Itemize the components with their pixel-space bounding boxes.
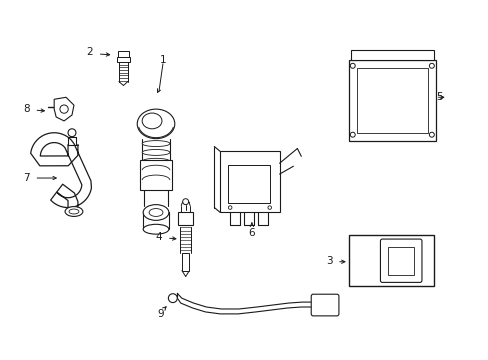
Bar (182, 253, 189, 271)
Text: 8: 8 (23, 104, 30, 114)
Text: 6: 6 (248, 228, 255, 238)
Bar (387, 247, 413, 275)
FancyBboxPatch shape (310, 294, 338, 316)
Circle shape (60, 105, 68, 113)
Ellipse shape (142, 158, 169, 164)
Text: 7: 7 (23, 173, 30, 183)
Ellipse shape (142, 149, 169, 156)
Ellipse shape (65, 207, 82, 216)
Bar (228, 165, 269, 203)
Bar (348, 235, 433, 286)
Circle shape (428, 63, 433, 68)
Circle shape (68, 129, 76, 137)
Text: 1: 1 (159, 55, 166, 65)
Text: 4: 4 (155, 232, 162, 242)
Text: 5: 5 (436, 92, 442, 102)
Ellipse shape (143, 224, 168, 234)
Bar (350, 50, 433, 60)
Bar (117, 57, 129, 62)
Bar (220, 152, 279, 212)
Circle shape (428, 132, 433, 137)
Polygon shape (54, 97, 74, 121)
Circle shape (349, 63, 354, 68)
Text: 2: 2 (86, 47, 93, 57)
Circle shape (349, 132, 354, 137)
Circle shape (183, 199, 188, 204)
Ellipse shape (69, 209, 79, 214)
Ellipse shape (143, 204, 168, 220)
Bar (356, 68, 427, 133)
Text: 3: 3 (325, 256, 332, 266)
Ellipse shape (149, 208, 163, 216)
Bar (178, 212, 193, 225)
Ellipse shape (137, 109, 174, 139)
Ellipse shape (142, 113, 162, 129)
Bar (118, 51, 128, 58)
Ellipse shape (142, 141, 169, 147)
Circle shape (168, 294, 177, 302)
Circle shape (267, 206, 271, 210)
Circle shape (228, 206, 231, 210)
Bar (140, 160, 171, 190)
Bar (348, 60, 435, 141)
FancyBboxPatch shape (380, 239, 421, 282)
Text: 9: 9 (157, 309, 164, 319)
